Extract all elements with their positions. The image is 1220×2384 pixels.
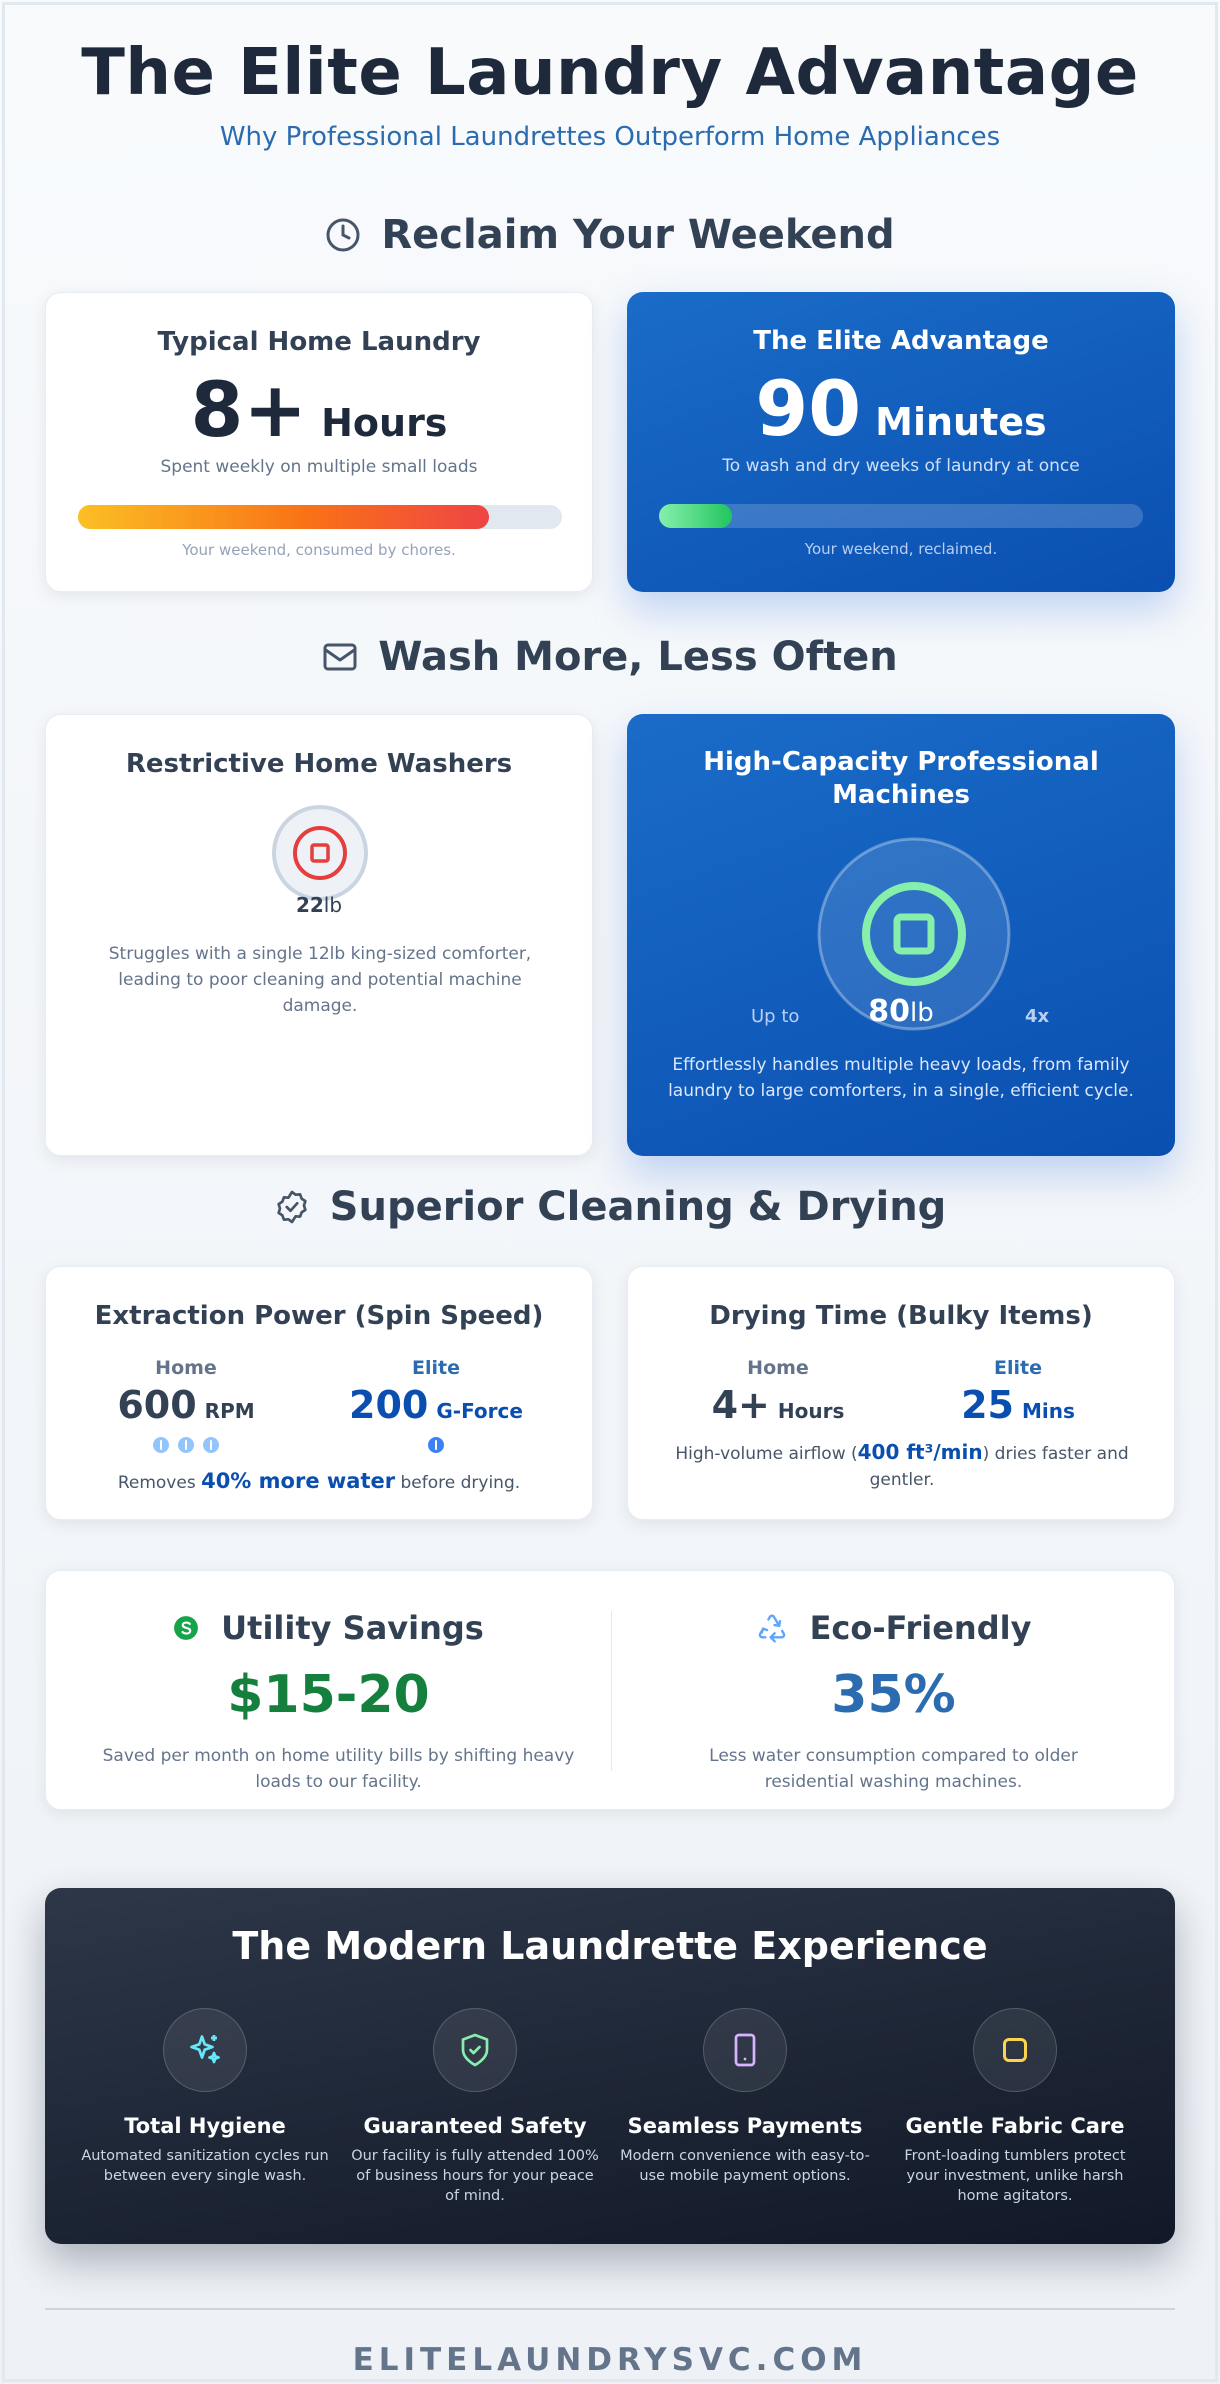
card-title: Extraction Power (Spin Speed) [94,1301,544,1331]
savings-divider [611,1611,612,1771]
home-capacity-value: 22lb [295,893,343,917]
home-time-note: Your weekend, consumed by chores. [182,541,456,559]
professional-machine-card: High-Capacity Professional Machines Up t… [627,714,1175,1156]
feature-description: Front-loading tumblers protect your inve… [904,2148,1126,2204]
feature-total-hygiene: Total Hygiene Automated sanitization cyc… [80,2008,330,2186]
home-time-bar-fill [78,505,490,529]
feature-gentle-fabric-care: Gentle Fabric Care Front-loading tumbler… [890,2008,1140,2206]
footer-divider [45,2308,1175,2310]
envelope-icon [323,643,357,671]
elite-time-note: Your weekend, reclaimed. [804,540,998,558]
card-title: The Elite Advantage [753,326,1049,356]
capacity-multiplier: 4x [1025,1006,1050,1027]
feature-title: Guaranteed Safety [363,2114,587,2138]
section-title-weekend: Reclaim Your Weekend [0,212,1220,258]
card-title: High-Capacity Professional Machines [703,747,1099,810]
experience-title: The Modern Laundrette Experience [232,1924,988,1968]
capacity-prefix: Up to [751,1006,800,1027]
professional-drum-icon [817,837,1011,1031]
dollar-icon [174,1616,199,1640]
utility-savings-title: Utility Savings [46,1609,611,1647]
feature-title: Gentle Fabric Care [905,2114,1125,2138]
elite-time-bar-fill [659,504,732,528]
eco-friendly-title: Eco-Friendly [611,1609,1176,1647]
shield-check-icon [461,2033,489,2067]
home-time-bar [78,505,562,529]
section-title-cleaning: Superior Cleaning & Drying [0,1184,1220,1230]
feature-description: Modern convenience with easy-to-use mobi… [620,2148,870,2184]
section-title-label: Superior Cleaning & Drying [329,1184,947,1230]
drying-elite-column: Elite 25 Mins [961,1357,1075,1427]
smartphone-icon [734,2033,756,2067]
home-capacity-description: Struggles with a single 12lb king-sized … [108,944,532,1016]
drying-note: High-volume airflow (400 ft³/min) dries … [675,1440,1129,1490]
home-drum-icon [272,805,368,901]
experience-panel: The Modern Laundrette Experience Total H… [45,1888,1175,2244]
utility-savings-value: $15-20 [227,1665,430,1725]
spin-elite-dots [326,1437,546,1453]
page-subtitle: Why Professional Laundrettes Outperform … [219,122,1001,152]
professional-capacity-description: Effortlessly handles multiple heavy load… [668,1055,1134,1101]
spin-elite-column: Elite 200 G-Force [326,1357,546,1453]
feature-seamless-payments: Seamless Payments Modern convenience wit… [620,2008,870,2186]
section-title-capacity: Wash More, Less Often [0,634,1220,680]
feature-description: Our facility is fully attended 100% of b… [351,2148,599,2204]
feature-title: Seamless Payments [627,2114,863,2138]
spin-speed-card: Extraction Power (Spin Speed) Home 600 RP… [45,1266,593,1520]
water-drop-icon [203,1437,219,1453]
elite-minutes-value: 90 Minutes [755,364,1047,453]
eco-friendly-description: Less water consumption compared to older… [709,1746,1078,1792]
savings-card: Utility Savings $15-20 Saved per month o… [45,1570,1175,1810]
card-title: Drying Time (Bulky Items) [709,1301,1093,1331]
clock-icon [326,218,360,252]
square-icon [1003,2038,1027,2062]
page-title: The Elite Laundry Advantage [81,36,1139,110]
section-title-label: Reclaim Your Weekend [381,212,895,258]
eco-friendly-value: 35% [831,1665,956,1725]
footer-url: ELITELAUNDRYSVC.COM [352,2342,868,2378]
professional-capacity-value: 80lb [868,994,934,1029]
card-title: Restrictive Home Washers [125,749,513,779]
water-drop-icon [153,1437,169,1453]
home-laundry-card: Typical Home Laundry 8+ Hours Spent weekl… [45,292,593,592]
elite-advantage-card: The Elite Advantage 90 Minutes To wash an… [627,292,1175,592]
utility-savings-description: Saved per month on home utility bills by… [102,1746,575,1792]
section-title-label: Wash More, Less Often [378,634,898,680]
feature-guaranteed-safety: Guaranteed Safety Our facility is fully … [350,2008,600,2206]
elite-time-bar [659,504,1143,528]
drying-home-column: Home 4+ Hours [711,1357,845,1427]
home-hours-caption: Spent weekly on multiple small loads [160,457,478,477]
drying-time-card: Drying Time (Bulky Items) Home 4+ Hours E… [627,1266,1175,1520]
spin-home-column: Home 600 RPM [96,1357,276,1453]
water-drop-icon [428,1437,444,1453]
badge-check-icon [276,1190,307,1224]
home-hours-value: 8+ Hours [190,365,448,454]
spin-note: Removes 40% more water before drying. [117,1469,521,1493]
home-washer-card: Restrictive Home Washers 22lb Struggles … [45,714,593,1156]
sparkles-icon [190,2035,220,2064]
elite-minutes-caption: To wash and dry weeks of laundry at once [722,456,1080,476]
feature-title: Total Hygiene [124,2114,286,2138]
spin-home-dots [96,1437,276,1453]
recycle-icon [758,1614,785,1643]
water-drop-icon [178,1437,194,1453]
feature-description: Automated sanitization cycles run betwee… [81,2148,329,2184]
card-title: Typical Home Laundry [157,327,481,357]
